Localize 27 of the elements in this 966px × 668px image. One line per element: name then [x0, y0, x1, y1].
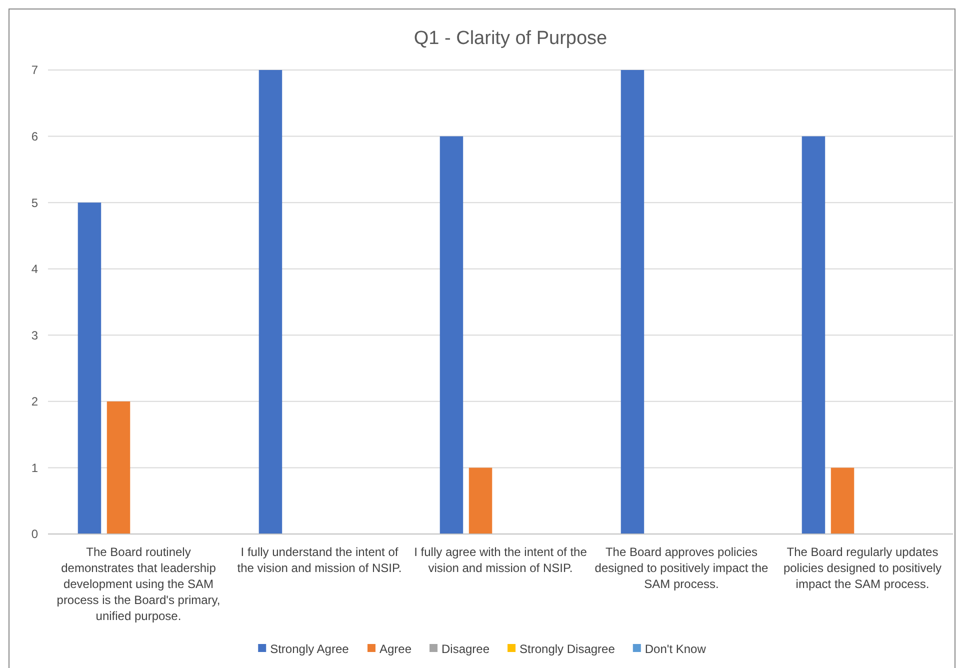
x-tick-label: The Board routinely demonstrates that leadership development using the SAM process is the Board's primary, unified purpose.	[56, 545, 220, 623]
legend-label: Strongly Disagree	[520, 642, 616, 656]
x-tick-label: The Board regularly updates policies designed to positively impact the SAM process.	[783, 545, 942, 591]
bar	[440, 136, 464, 534]
legend-label: Agree	[379, 642, 412, 656]
legend-label: Don't Know	[644, 642, 706, 656]
x-tick-label: I fully agree with the intent of the vision and mission of NSIP.	[414, 545, 588, 575]
y-tick-label: 7	[31, 63, 38, 78]
legend-label: Disagree	[442, 642, 490, 656]
y-tick-label: 1	[31, 460, 38, 475]
bar	[620, 70, 644, 534]
x-tick-label: I fully understand the intent of the vision and mission of NSIP.	[237, 545, 402, 575]
bar	[802, 136, 826, 534]
y-tick-label: 0	[31, 527, 38, 542]
bar	[258, 70, 282, 534]
y-tick-label: 6	[31, 129, 38, 144]
bar	[468, 468, 492, 534]
bar	[106, 401, 130, 534]
y-tick-label: 4	[31, 262, 38, 276]
y-tick-label: 2	[31, 394, 38, 409]
bar	[830, 468, 854, 534]
legend-label: Strongly Agree	[270, 642, 350, 656]
chart-title: Q1 - Clarity of Purpose	[414, 28, 608, 49]
y-tick-label: 3	[31, 328, 38, 342]
y-tick-label: 5	[31, 196, 38, 210]
bar	[78, 202, 102, 534]
x-tick-label: The Board approves policies designed to positively impact the SAM process.	[594, 545, 769, 591]
